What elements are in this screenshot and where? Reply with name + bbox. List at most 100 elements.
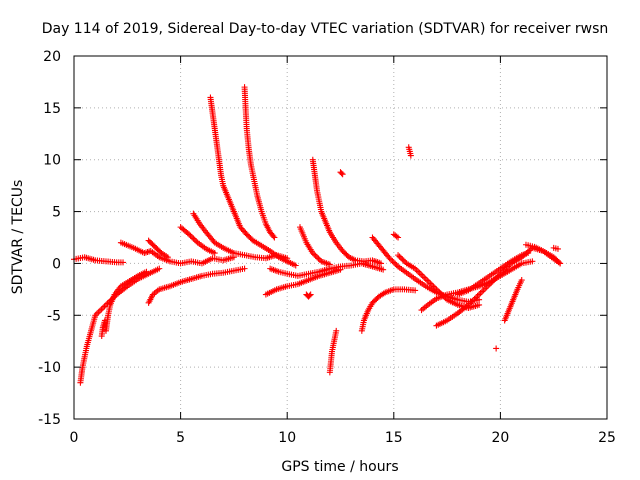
data-point-marker <box>415 268 422 275</box>
data-point-marker <box>184 230 191 237</box>
data-point-marker <box>187 232 194 239</box>
data-point-marker <box>314 254 321 261</box>
series-trace-19 <box>358 286 419 334</box>
data-point-marker <box>164 254 171 261</box>
data-point-marker <box>425 278 432 285</box>
x-tick-label: 20 <box>491 430 509 446</box>
data-point-marker <box>143 268 150 275</box>
series-trace-3 <box>102 268 150 334</box>
series-trace-21 <box>390 231 402 241</box>
data-point-marker <box>326 261 333 268</box>
series-trace-11 <box>241 84 278 241</box>
series-trace-4 <box>98 317 108 340</box>
data-point-marker <box>529 258 536 265</box>
data-point-marker <box>412 287 419 294</box>
data-point-marker <box>525 250 532 257</box>
data-point-marker <box>407 152 414 159</box>
data-point-marker <box>389 258 396 265</box>
x-tick-label: 0 <box>70 430 79 446</box>
series-trace-12 <box>267 260 387 279</box>
data-point-marker <box>270 233 277 240</box>
data-point-marker <box>311 251 318 258</box>
y-tick-label: 15 <box>43 101 61 117</box>
data-point-marker <box>339 171 346 178</box>
chart-title: Day 114 of 2019, Sidereal Day-to-day VTE… <box>42 21 609 37</box>
series-trace-2 <box>77 265 163 386</box>
data-point-marker <box>306 292 313 299</box>
y-axis-label: SDTVAR / TECUs <box>10 180 26 295</box>
y-tick-label: 5 <box>52 205 61 221</box>
data-marks <box>71 84 564 386</box>
data-point-marker <box>188 234 195 241</box>
series-trace-1 <box>71 254 127 266</box>
y-tick-label: 10 <box>43 153 61 169</box>
series-trace-18 <box>303 291 314 300</box>
x-tick-label: 15 <box>385 430 403 446</box>
plot-frame <box>73 55 608 420</box>
data-point-marker <box>479 288 486 295</box>
data-point-marker <box>271 234 278 241</box>
series-trace-16 <box>326 327 340 376</box>
data-point-marker <box>402 259 409 266</box>
data-point-marker <box>493 345 500 352</box>
data-point-marker <box>421 274 428 281</box>
y-tick-label: 0 <box>52 256 61 272</box>
data-point-marker <box>191 236 198 243</box>
series-trace-15 <box>296 224 333 268</box>
data-point-marker <box>427 280 434 287</box>
data-point-marker <box>186 231 193 238</box>
series-trace-6 <box>145 237 171 261</box>
series-trace-28 <box>522 241 564 267</box>
data-point-marker <box>99 304 106 311</box>
data-point-marker <box>387 256 394 263</box>
series-trace-8 <box>177 224 218 257</box>
data-point-marker <box>101 317 108 324</box>
x-tick-label: 25 <box>598 430 616 446</box>
data-point-marker <box>337 266 344 273</box>
data-point-marker <box>380 266 387 273</box>
series-trace-5 <box>117 239 237 267</box>
data-point-marker <box>307 291 314 298</box>
data-point-marker <box>477 290 484 297</box>
data-point-marker <box>393 233 400 240</box>
data-point-marker <box>101 303 108 310</box>
grid-lines <box>74 56 607 419</box>
series-trace-29 <box>550 244 561 252</box>
series-trace-7 <box>145 265 248 306</box>
data-point-marker <box>333 327 340 334</box>
data-point-marker <box>120 259 127 266</box>
data-point-marker <box>386 255 393 262</box>
data-point-marker <box>241 265 248 272</box>
data-point-marker <box>312 252 319 259</box>
data-point-marker <box>315 255 322 262</box>
data-point-marker <box>96 307 103 314</box>
data-point-marker <box>338 170 345 177</box>
data-point-marker <box>211 250 218 257</box>
series-trace-22 <box>405 144 414 159</box>
data-point-marker <box>474 293 481 300</box>
series-trace-27 <box>501 277 525 324</box>
data-point-marker <box>390 259 397 266</box>
data-point-marker <box>193 238 200 245</box>
series-trace-17 <box>337 169 346 178</box>
data-point-marker <box>476 301 483 308</box>
y-tick-label: -15 <box>38 412 61 428</box>
data-point-marker <box>316 256 323 263</box>
data-point-marker <box>476 291 483 298</box>
data-point-marker <box>400 257 407 264</box>
x-axis-label: GPS time / hours <box>281 459 398 475</box>
series-trace-25 <box>433 244 564 329</box>
data-point-marker <box>424 277 431 284</box>
y-tick-label: -10 <box>38 360 61 376</box>
series-trace-26 <box>454 250 532 298</box>
data-point-marker <box>395 234 402 241</box>
data-point-marker <box>557 260 564 267</box>
axis-ticks: 0 5 10 15 20 25 -15 -10 -5 0 5 10 15 20 <box>38 49 616 446</box>
data-point-marker <box>418 271 425 278</box>
series-trace-30 <box>493 345 500 352</box>
data-point-marker <box>396 253 403 260</box>
data-point-marker <box>554 245 561 252</box>
data-point-marker <box>95 309 102 316</box>
data-point-marker <box>393 262 400 269</box>
